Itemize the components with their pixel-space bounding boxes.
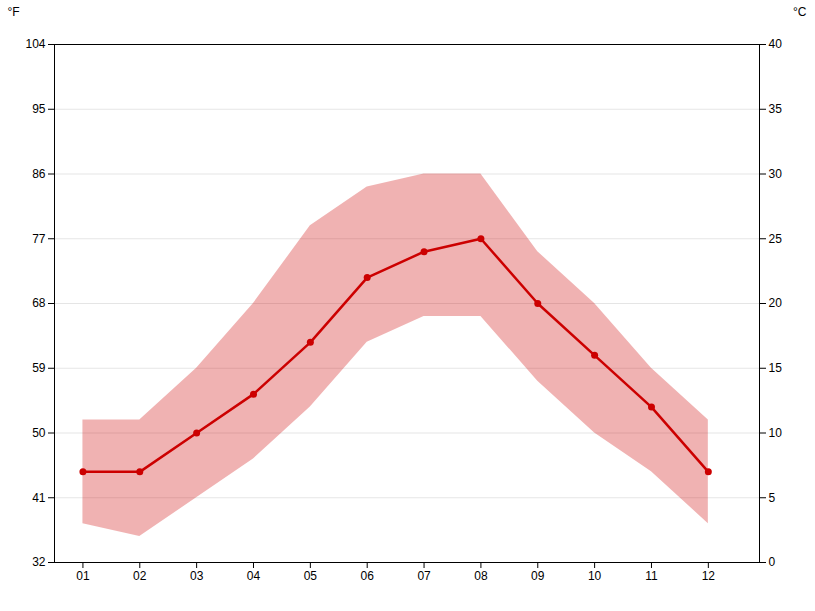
svg-text:0: 0 [769, 555, 776, 569]
svg-text:02: 02 [133, 569, 147, 583]
svg-text:35: 35 [769, 102, 783, 116]
svg-text:68: 68 [32, 296, 46, 310]
svg-text:10: 10 [769, 426, 783, 440]
svg-text:12: 12 [702, 569, 716, 583]
svg-text:°C: °C [793, 5, 807, 19]
svg-text:86: 86 [32, 167, 46, 181]
svg-text:59: 59 [32, 361, 46, 375]
svg-text:50: 50 [32, 426, 46, 440]
svg-text:5: 5 [769, 491, 776, 505]
svg-text:41: 41 [32, 491, 46, 505]
svg-text:08: 08 [474, 569, 488, 583]
svg-text:07: 07 [417, 569, 431, 583]
svg-text:04: 04 [247, 569, 261, 583]
svg-text:30: 30 [769, 167, 783, 181]
svg-text:15: 15 [769, 361, 783, 375]
svg-text:10: 10 [588, 569, 602, 583]
svg-text:32: 32 [32, 555, 46, 569]
svg-text:25: 25 [769, 232, 783, 246]
svg-text:20: 20 [769, 296, 783, 310]
svg-text:06: 06 [361, 569, 375, 583]
svg-text:11: 11 [645, 569, 658, 583]
svg-text:05: 05 [304, 569, 318, 583]
svg-text:104: 104 [25, 37, 45, 51]
svg-text:77: 77 [32, 232, 46, 246]
svg-text:03: 03 [190, 569, 204, 583]
svg-text:09: 09 [531, 569, 545, 583]
svg-text:01: 01 [76, 569, 90, 583]
svg-text:40: 40 [769, 37, 783, 51]
svg-text:95: 95 [32, 102, 46, 116]
svg-text:°F: °F [8, 5, 20, 19]
